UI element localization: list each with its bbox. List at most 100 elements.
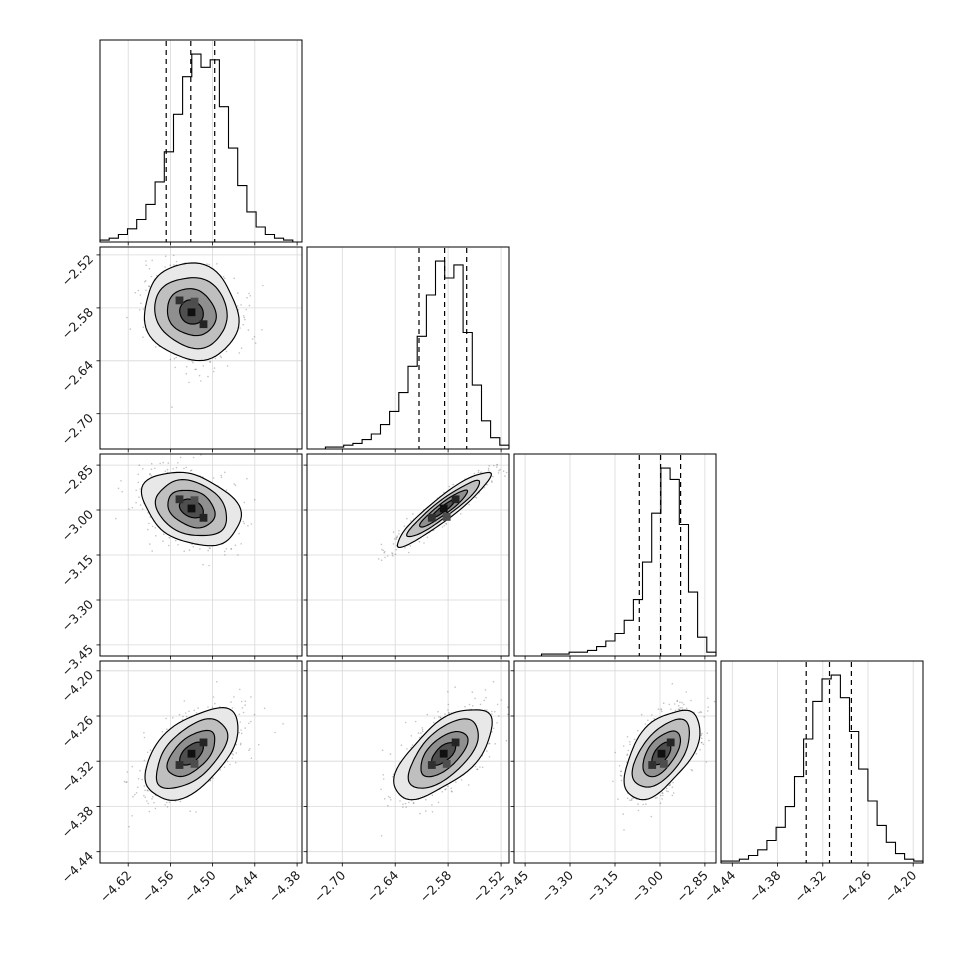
x-tick-label: −4.20 (882, 867, 920, 905)
core-histogram-bin (451, 495, 460, 504)
tick-marks (96, 670, 298, 867)
hist-panel-param-4: −4.44 −4.38 −4.32 −4.26 −4.20 (701, 660, 924, 905)
contour-panel-param-4-vs-param-3: −3.45 −3.30 −3.15 −3.00 −2.85 (494, 660, 717, 905)
filled-contours (144, 707, 239, 801)
core-histogram-bin (187, 308, 196, 317)
core-histogram-bin (442, 513, 451, 521)
y-tick-label: −3.15 (58, 552, 96, 590)
y-tick-label: −2.85 (58, 462, 96, 500)
filled-contours (143, 262, 240, 362)
x-tick-labels: −4.44 −4.38 −4.32 −4.26 −4.20 (701, 867, 920, 905)
core-histogram-bin (190, 496, 199, 505)
core-histogram-bin (187, 749, 196, 758)
core-histogram-bin (648, 761, 657, 769)
core-histogram-bin (439, 504, 448, 513)
core-histogram-bin (199, 513, 208, 522)
y-tick-label: −4.26 (58, 712, 96, 750)
grid-lines (731, 661, 914, 863)
x-tick-label: −4.50 (181, 867, 219, 905)
x-tick-label: −3.00 (628, 867, 666, 905)
x-tick-label: −4.32 (791, 868, 829, 906)
x-tick-label: −2.58 (417, 867, 455, 905)
x-tick-labels: −2.70 −2.64 −2.58 −2.52 (311, 867, 507, 905)
panel-frame (99, 246, 303, 450)
filled-contours (396, 471, 492, 548)
core-histogram-bin (175, 296, 184, 305)
panel-frame (99, 660, 303, 864)
core-histogram-bin (427, 761, 436, 769)
filled-contours (140, 471, 242, 547)
tick-marks (96, 464, 298, 660)
filled-contours (623, 709, 701, 801)
core-histogram-bin (190, 297, 199, 306)
x-tick-label: −3.30 (538, 867, 576, 905)
hist-panel-param-3 (513, 453, 717, 660)
grid-lines (524, 454, 706, 656)
histogram-steps (307, 260, 510, 450)
core-histogram-bin (451, 738, 460, 747)
contour-panel-param-3-vs-param-2 (303, 453, 510, 660)
panel-frame (306, 660, 510, 864)
y-tick-label: −4.44 (58, 848, 96, 886)
y-tick-labels: −2.70 −2.64 −2.58 −2.52 (58, 251, 96, 447)
tick-marks (303, 464, 502, 660)
tick-marks (303, 670, 502, 867)
tick-marks (96, 254, 298, 453)
tick-marks (127, 242, 298, 246)
core-histogram-bin (659, 760, 668, 768)
contour-panel-param-4-vs-param-2: −2.70 −2.64 −2.58 −2.52 (303, 660, 510, 905)
x-tick-labels: −4.62 −4.56 −4.50 −4.44 −4.38 (97, 867, 304, 905)
contour-panel-param-3-vs-param-1: −3.45−3.30−3.15−3.00−2.85 (58, 453, 303, 679)
x-tick-labels: −3.45 −3.30 −3.15 −3.00 −2.85 (494, 867, 711, 905)
y-tick-label: −3.30 (58, 596, 96, 634)
x-tick-label: −4.62 (97, 868, 135, 906)
core-histogram-bin (439, 749, 448, 758)
y-tick-label: −2.58 (58, 304, 96, 342)
hist-panel-param-1 (99, 39, 303, 246)
panel-frame (720, 660, 924, 864)
y-tick-label: −2.52 (58, 251, 96, 289)
y-tick-label: −4.38 (58, 803, 96, 841)
panel-frame (306, 246, 510, 450)
hist-panel-param-2 (306, 246, 510, 453)
y-tick-labels: −4.44−4.38−4.32−4.26−4.20 (58, 667, 96, 886)
y-tick-label: −2.70 (58, 410, 96, 448)
tick-marks (341, 449, 502, 453)
core-histogram-bin (199, 320, 208, 329)
x-tick-label: −4.38 (266, 867, 304, 905)
tick-marks (510, 670, 706, 867)
x-tick-label: −4.56 (139, 867, 177, 905)
filled-contours (393, 709, 493, 801)
panel-frame (99, 39, 303, 243)
y-tick-labels: −3.45−3.30−3.15−3.00−2.85 (58, 462, 96, 679)
grid-lines (127, 40, 298, 242)
grid-lines (307, 454, 509, 656)
x-tick-label: −4.44 (223, 867, 261, 905)
core-histogram-bin (657, 749, 666, 758)
core-histogram-bin (175, 495, 184, 504)
tick-marks (731, 863, 914, 867)
core-histogram-bin (199, 738, 208, 747)
contour-panel-param-2-vs-param-1: −2.70 −2.64 −2.58 −2.52 (58, 246, 303, 453)
x-tick-label: −4.44 (701, 867, 739, 905)
x-tick-label: −4.26 (836, 867, 874, 905)
x-tick-label: −2.64 (364, 867, 402, 905)
core-histogram-bin (427, 513, 436, 522)
core-histogram-bin (190, 760, 199, 768)
core-histogram-bin (666, 738, 675, 747)
grid-lines (341, 247, 502, 449)
histogram-steps (720, 674, 924, 863)
grid-lines (307, 661, 509, 863)
x-tick-label: −4.38 (746, 867, 784, 905)
contour-panel-param-4-vs-param-1: −4.62 −4.56 −4.50 −4.44 −4.38−4.44−4.38−4.32… (58, 660, 304, 905)
y-tick-label: −4.32 (58, 758, 96, 796)
core-histogram-bin (442, 760, 451, 768)
x-tick-label: −2.70 (311, 867, 349, 905)
histogram-steps (514, 467, 717, 657)
x-tick-label: −3.15 (583, 868, 621, 906)
grid-lines (514, 661, 716, 863)
tick-marks (524, 656, 706, 660)
y-tick-label: −2.64 (58, 357, 96, 395)
